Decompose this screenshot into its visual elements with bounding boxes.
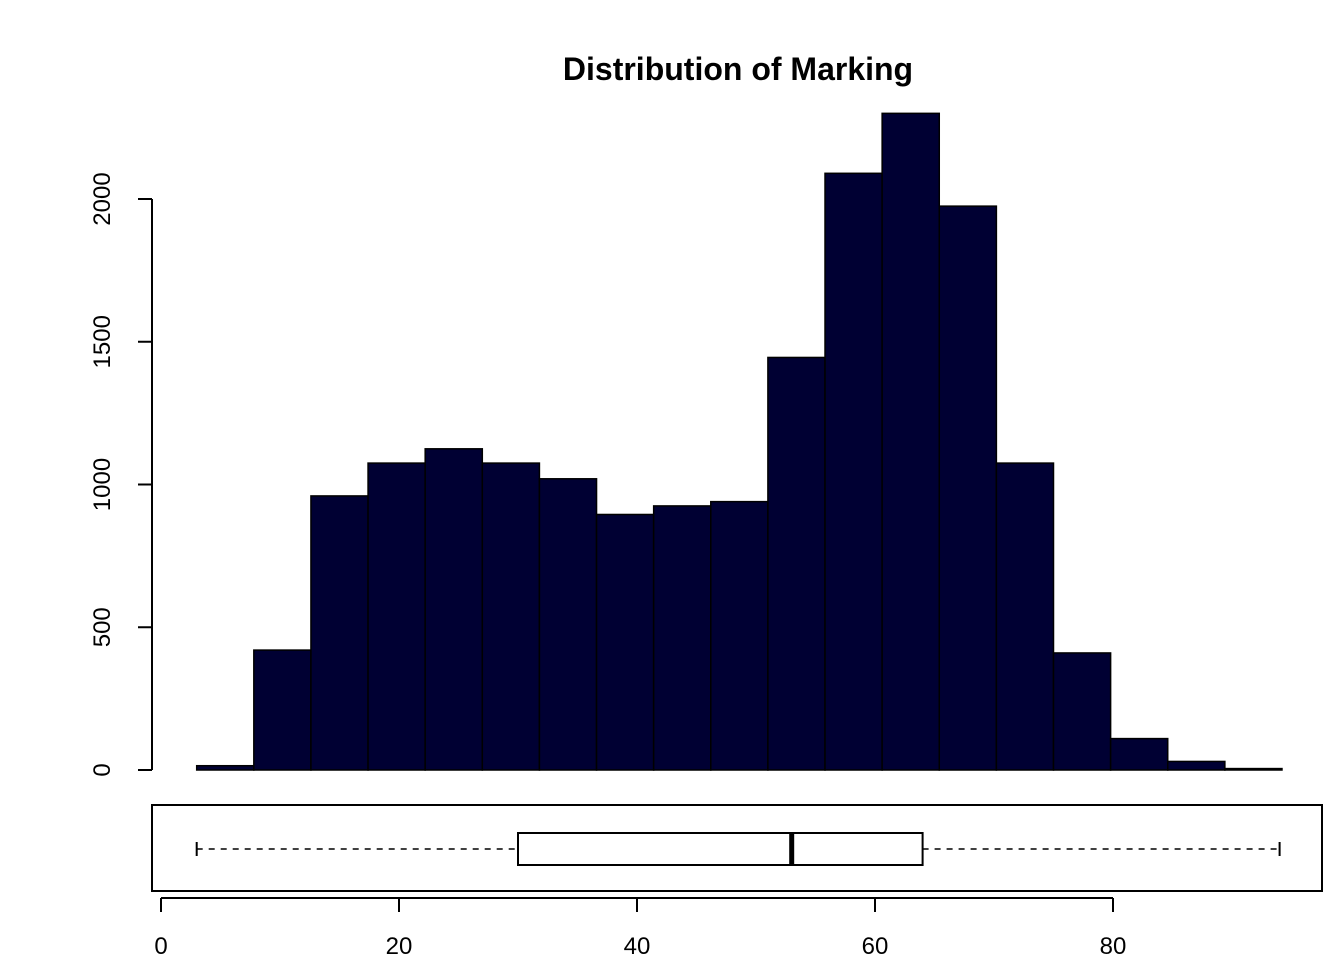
histogram-bar	[652, 505, 712, 771]
x-tick-label: 80	[1100, 933, 1127, 960]
boxplot-panel	[151, 804, 1323, 892]
histogram-bar	[1166, 760, 1226, 771]
histogram-bars	[195, 112, 1283, 771]
boxplot-box	[517, 832, 924, 866]
x-tick-label: 0	[154, 933, 167, 960]
y-axis: 0 500 1000 1500 2000	[89, 172, 153, 777]
y-tick-label: 1500	[89, 315, 116, 368]
x-tick-label: 60	[862, 933, 889, 960]
boxplot-frame	[151, 804, 1323, 892]
histogram-bar	[938, 205, 998, 771]
histogram-bar	[424, 448, 484, 771]
histogram-bar	[710, 500, 769, 771]
histogram-bar	[1224, 767, 1283, 771]
histogram-bar	[995, 462, 1055, 771]
x-tick-label: 40	[624, 933, 651, 960]
histogram-bar	[1109, 737, 1169, 771]
y-tick-label: 0	[89, 763, 116, 776]
histogram-bar	[595, 513, 655, 771]
histogram-bar	[881, 112, 941, 771]
histogram-bar	[538, 478, 598, 771]
histogram-bar	[1052, 652, 1112, 771]
histogram-bar	[481, 462, 541, 771]
y-tick-label: 500	[89, 607, 116, 647]
y-tick-label: 1000	[89, 458, 116, 511]
x-tick-label: 20	[386, 933, 413, 960]
histogram-bar	[253, 649, 312, 771]
y-tick-label: 2000	[89, 172, 116, 225]
histogram-bar	[195, 764, 255, 771]
x-axis: 0 20 40 60 80	[154, 897, 1127, 960]
histogram-bar	[367, 462, 426, 771]
chart-title: Distribution of Marking	[563, 51, 913, 87]
histogram-bar	[310, 495, 369, 771]
histogram-bar	[824, 172, 883, 771]
histogram-bar	[767, 356, 826, 771]
